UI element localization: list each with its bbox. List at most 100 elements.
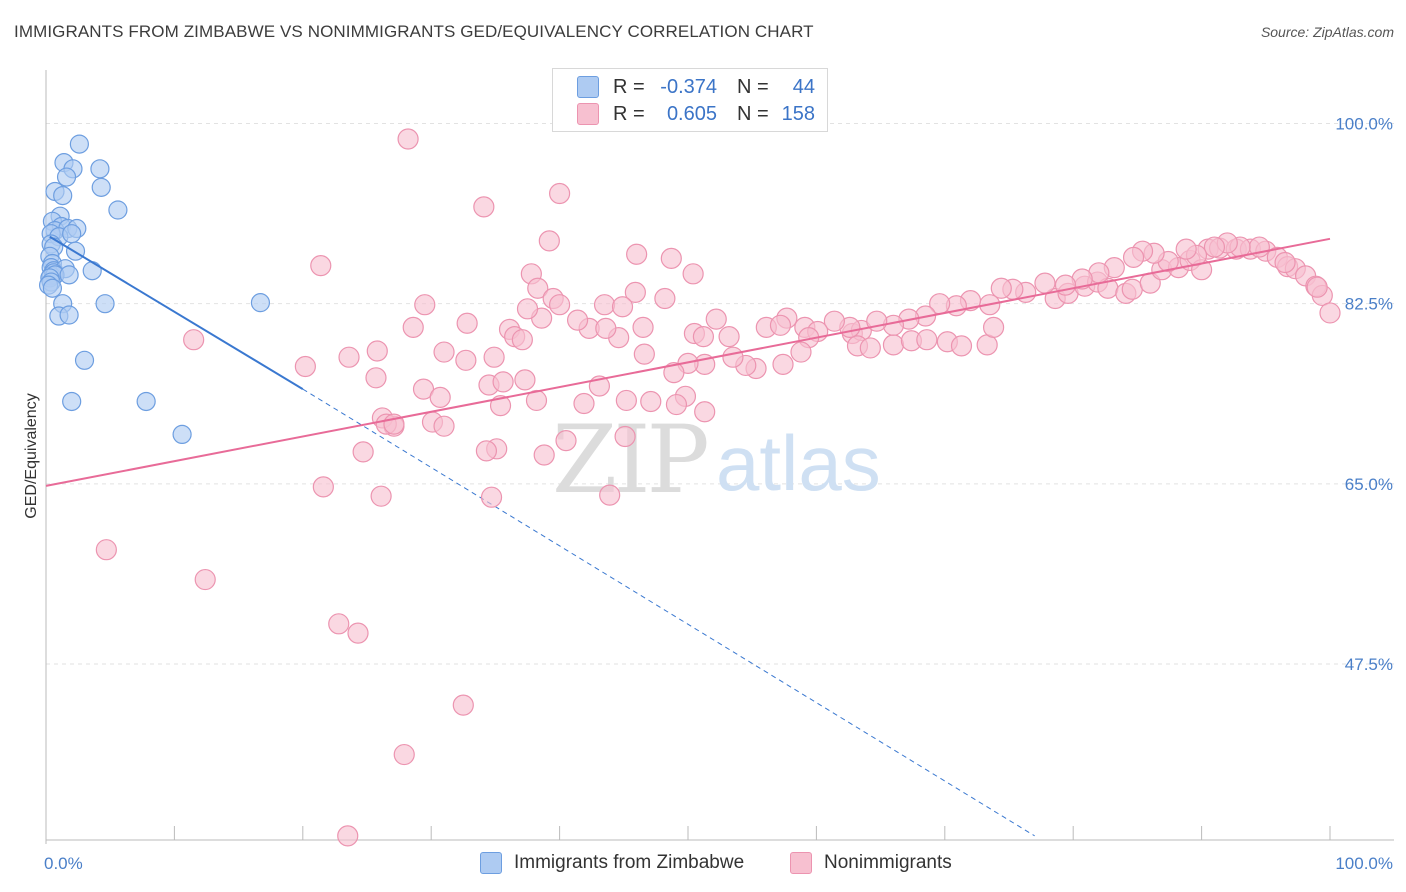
nonimmigrant-point bbox=[573, 392, 595, 415]
nonimmigrant-point bbox=[950, 335, 973, 357]
nonimmigrant-point bbox=[599, 484, 621, 506]
nonimmigrant-point bbox=[593, 294, 616, 316]
zimbabwe-point bbox=[74, 350, 95, 370]
nonimmigrant-point bbox=[1203, 236, 1226, 258]
stats-row-nonimmigrants: R = 0.605 N = 158 bbox=[577, 101, 815, 127]
nonimmigrant-point bbox=[790, 341, 812, 363]
nonimmigrant-point bbox=[525, 389, 548, 412]
nonimmigrant-point bbox=[370, 485, 392, 507]
nonimmigrant-point bbox=[682, 263, 704, 285]
source-label: Source: ZipAtlas.com bbox=[1260, 24, 1394, 40]
stats-row-zimbabwe: R = -0.374 N = 44 bbox=[577, 74, 815, 100]
nonimmigrant-point bbox=[492, 371, 514, 393]
nonimmigrant-point bbox=[312, 476, 334, 498]
r-label: R = bbox=[613, 102, 645, 125]
nonimmigrant-point bbox=[705, 308, 727, 330]
zimbabwe-point bbox=[95, 294, 115, 314]
zimbabwe-trend-line bbox=[49, 235, 304, 390]
nonimmigrant-point bbox=[402, 316, 424, 338]
nonimmigrant-point bbox=[640, 390, 662, 413]
nonimmigrant-point bbox=[548, 294, 571, 316]
nonimmigrant-point bbox=[990, 277, 1012, 299]
zimbabwe-point bbox=[90, 159, 110, 179]
y-tick-label: 47.5% bbox=[1345, 655, 1393, 674]
nonimmigrant-point bbox=[1034, 272, 1056, 294]
nonimmigrant-point bbox=[433, 415, 455, 437]
zimbabwe-point bbox=[69, 134, 89, 154]
legend-item-nonimmigrants: Nonimmigrants bbox=[790, 852, 952, 874]
nonimmigrant-point bbox=[916, 329, 938, 351]
nonimmigrant-point bbox=[1175, 238, 1197, 260]
nonimmigrant-point bbox=[393, 743, 415, 766]
watermark: ZIP atlas bbox=[552, 406, 881, 515]
stats-legend: R = -0.374 N = 44 R = 0.605 N = 158 bbox=[552, 68, 828, 132]
legend-swatch-pink bbox=[790, 852, 812, 874]
legend-item-zimbabwe: Immigrants from Zimbabwe bbox=[480, 852, 744, 874]
legend-label: Immigrants from Zimbabwe bbox=[514, 852, 745, 873]
nonimmigrant-point bbox=[633, 343, 655, 365]
nonimmigrant-point bbox=[533, 444, 555, 466]
nonimmigrant-point bbox=[624, 281, 646, 303]
nonimmigrant-point bbox=[823, 310, 845, 332]
nonimmigrant-point bbox=[1054, 274, 1077, 296]
watermark-atlas: atlas bbox=[716, 419, 881, 507]
grid-lines bbox=[46, 123, 1394, 665]
nonimmigrant-point bbox=[665, 393, 688, 416]
nonimmigrant-point bbox=[412, 378, 435, 400]
nonimmigrant-point bbox=[483, 346, 505, 368]
nonimmigrant-point bbox=[654, 287, 676, 310]
legend-swatch-blue bbox=[577, 76, 599, 98]
nonimmigrant-point bbox=[489, 394, 512, 417]
nonimmigrant-point bbox=[1306, 276, 1328, 298]
nonimmigrant-point bbox=[473, 196, 495, 218]
zimbabwe-trend-extension bbox=[302, 388, 1035, 837]
tick-labels: 47.5% 65.0% 82.5% 100.0% 0.0% 100.0% bbox=[44, 115, 1393, 873]
zimbabwe-point bbox=[59, 305, 79, 325]
nonimmigrant-point bbox=[1274, 251, 1296, 274]
nonimmigrant-point bbox=[614, 425, 636, 448]
legend-swatch-blue bbox=[480, 852, 502, 874]
nonimmigrant-point bbox=[328, 613, 350, 635]
y-tick-label: 100.0% bbox=[1335, 115, 1393, 134]
nonimmigrant-point bbox=[615, 389, 637, 412]
zimbabwe-point bbox=[82, 261, 102, 281]
zimbabwe-point bbox=[250, 293, 271, 313]
nonimmigrant-point bbox=[527, 277, 549, 299]
nonimmigrant-point bbox=[310, 254, 332, 277]
nonimmigrant-point bbox=[194, 568, 216, 591]
zimbabwe-point bbox=[136, 391, 156, 412]
zimbabwe-point bbox=[91, 177, 111, 197]
nonimmigrant-point bbox=[397, 128, 419, 150]
n-value: 158 bbox=[781, 102, 815, 125]
nonimmigrant-point bbox=[365, 367, 387, 389]
nonimmigrant-point bbox=[632, 316, 654, 338]
nonimmigrant-point bbox=[660, 247, 682, 269]
nonimmigrant-point bbox=[452, 694, 474, 716]
legend-swatch-pink bbox=[577, 103, 599, 125]
nonimmigrant-point bbox=[772, 353, 794, 376]
axes bbox=[45, 70, 1394, 844]
x-tick-label: 100.0% bbox=[1335, 854, 1393, 873]
nonimmigrant-point bbox=[692, 326, 715, 348]
nonimmigrant-point bbox=[480, 486, 503, 508]
r-label: R = bbox=[613, 75, 645, 98]
nonimmigrant-point bbox=[1319, 302, 1341, 324]
nonimmigrant-point bbox=[414, 294, 436, 316]
nonimmigrant-point bbox=[475, 440, 498, 462]
nonimmigrant-point bbox=[718, 326, 740, 348]
nonimmigrant-point bbox=[433, 341, 455, 363]
zimbabwe-point bbox=[108, 200, 128, 220]
r-value: 0.605 bbox=[666, 102, 717, 125]
zimbabwe-point bbox=[56, 167, 77, 187]
nonimmigrant-point bbox=[514, 369, 536, 391]
nonimmigrant-trend-line bbox=[45, 237, 1331, 487]
nonimmigrant-point bbox=[347, 622, 369, 644]
zimbabwe-point bbox=[172, 424, 192, 445]
nonimmigrant-point bbox=[1121, 278, 1143, 300]
nonimmigrant-point bbox=[183, 329, 205, 351]
y-tick-label: 82.5% bbox=[1345, 295, 1393, 314]
n-label: N = bbox=[737, 75, 769, 98]
n-label: N = bbox=[737, 102, 769, 125]
y-tick-label: 65.0% bbox=[1345, 475, 1393, 494]
